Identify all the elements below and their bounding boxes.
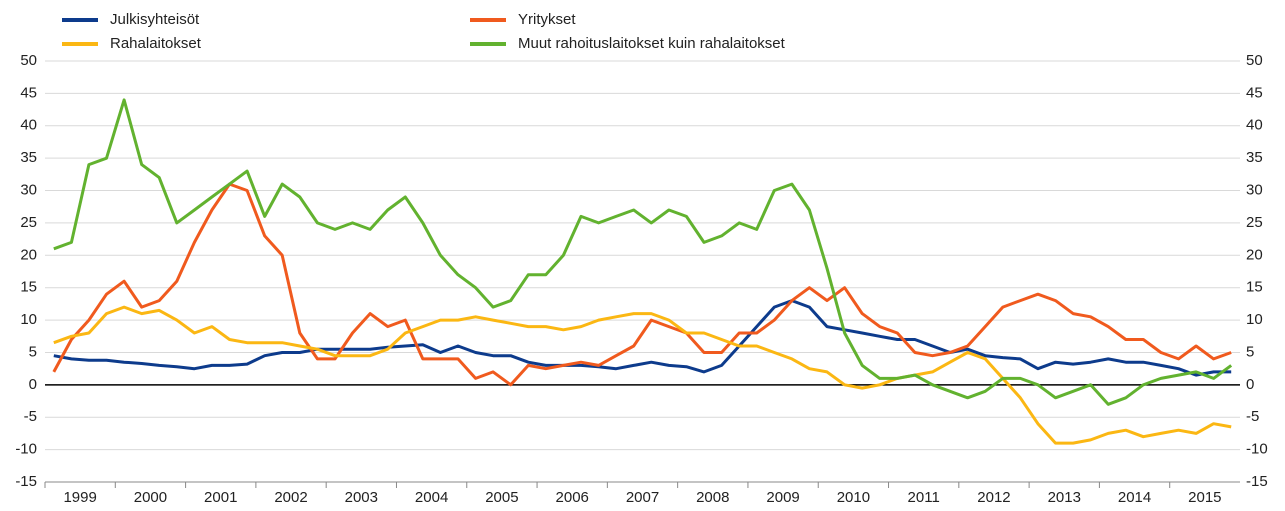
y-tick-label-right: 10 (1246, 311, 1263, 328)
x-tick-label: 2013 (1048, 489, 1081, 506)
line-series (52, 182, 1232, 387)
y-tick-label: -15 (15, 473, 37, 490)
x-tick-label: 2000 (134, 489, 167, 506)
line-series (53, 98, 1233, 406)
x-tick-label: 2002 (274, 489, 307, 506)
y-tick-label: 35 (20, 149, 37, 166)
x-tick-label: 2005 (485, 489, 518, 506)
y-tick-label-right: 30 (1246, 182, 1263, 199)
y-tick-label-right: -10 (1246, 441, 1268, 458)
legend-label: Julkisyhteisöt (110, 11, 200, 28)
line-series (53, 299, 1232, 377)
y-tick-label-right: 5 (1246, 343, 1254, 360)
y-tick-label-right: 0 (1246, 376, 1254, 393)
x-tick-label: 2009 (766, 489, 799, 506)
y-tick-label: 40 (20, 117, 37, 134)
y-tick-label: 30 (20, 182, 37, 199)
x-tick-label: 2004 (415, 489, 448, 506)
x-tick-label: 2001 (204, 489, 237, 506)
y-tick-label: 10 (20, 311, 37, 328)
x-tick-label: 1999 (63, 489, 96, 506)
y-tick-label: 0 (29, 376, 37, 393)
y-tick-label: 50 (20, 52, 37, 69)
y-tick-label: -10 (15, 441, 37, 458)
y-tick-label: 15 (20, 279, 37, 296)
y-tick-label-right: 40 (1246, 117, 1263, 134)
x-tick-label: 2015 (1188, 489, 1221, 506)
line-series (53, 305, 1232, 445)
y-tick-label-right: -5 (1246, 408, 1259, 425)
y-tick-label-right: 35 (1246, 149, 1263, 166)
y-tick-label: 25 (20, 214, 37, 231)
y-tick-label-right: 45 (1246, 84, 1263, 101)
legend-label: Yritykset (518, 11, 576, 28)
x-tick-label: 2010 (837, 489, 870, 506)
y-tick-label-right: 20 (1246, 246, 1263, 263)
y-tick-label: -5 (24, 408, 37, 425)
x-tick-label: 2007 (626, 489, 659, 506)
x-tick-label: 2008 (696, 489, 729, 506)
y-tick-label: 45 (20, 84, 37, 101)
x-tick-label: 2003 (345, 489, 378, 506)
y-tick-label-right: 15 (1246, 279, 1263, 296)
x-tick-label: 2012 (977, 489, 1010, 506)
x-tick-label: 2014 (1118, 489, 1151, 506)
y-tick-label: 5 (29, 343, 37, 360)
y-tick-label-right: 25 (1246, 214, 1263, 231)
legend-label: Muut rahoituslaitokset kuin rahalaitokse… (518, 35, 786, 52)
y-tick-label: 20 (20, 246, 37, 263)
y-tick-label-right: 50 (1246, 52, 1263, 69)
x-tick-label: 2006 (556, 489, 589, 506)
y-tick-label-right: -15 (1246, 473, 1268, 490)
x-tick-label: 2011 (908, 489, 940, 506)
legend-label: Rahalaitokset (110, 35, 202, 52)
